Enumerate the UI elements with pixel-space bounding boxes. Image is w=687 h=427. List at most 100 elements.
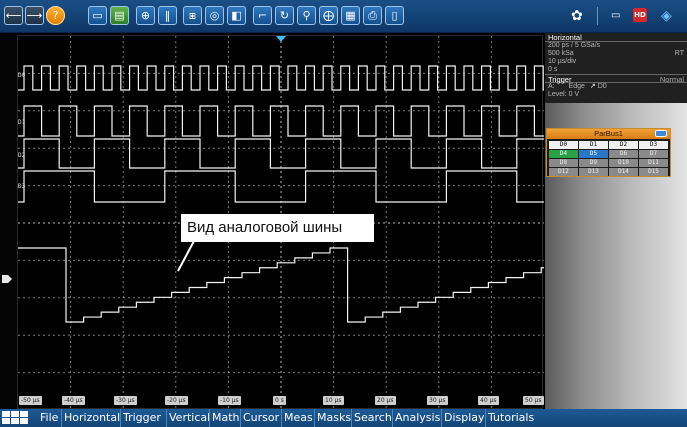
parbus-bit[interactable]: D9 xyxy=(579,159,608,167)
print-icon[interactable]: ⎙ xyxy=(363,6,382,25)
cursor-icon[interactable]: ‖ xyxy=(158,6,177,25)
menu-tutorials[interactable]: Tutorials xyxy=(485,409,534,427)
trigger-source: D0 xyxy=(597,83,607,90)
parbus-bit[interactable]: D4 xyxy=(549,150,578,158)
save-icon[interactable]: ▤ xyxy=(110,6,129,25)
menu-display[interactable]: Display xyxy=(441,409,485,427)
delete-icon[interactable]: ▯ xyxy=(385,6,404,25)
parbus-bit[interactable]: D0 xyxy=(549,141,578,149)
trigger-icon[interactable]: ⌐ xyxy=(253,6,272,25)
annotation-callout: Вид аналоговой шины xyxy=(181,214,374,242)
menu-search[interactable]: Search xyxy=(351,409,392,427)
parbus-bit[interactable]: D11 xyxy=(639,159,668,167)
time-tick: 30 µs xyxy=(427,396,448,405)
horizontal-record-row: 500 kSa RT xyxy=(545,50,687,58)
menu-file[interactable]: File xyxy=(40,411,59,424)
parbus-bit[interactable]: D8 xyxy=(549,159,578,167)
fft-icon[interactable]: ▦ xyxy=(341,6,360,25)
parbus-bit[interactable]: D6 xyxy=(609,150,638,158)
parbus-bit-grid: D0 D1 D2 D3 D4 D5 D6 D7 D8 D9 D10 D11 D1… xyxy=(549,141,668,176)
time-tick: 50 µs xyxy=(523,396,544,405)
parbus-bit[interactable]: D2 xyxy=(609,141,638,149)
parbus-bit[interactable]: D14 xyxy=(609,168,638,176)
help-icon[interactable]: ? xyxy=(46,6,65,25)
menu-meas[interactable]: Meas xyxy=(281,409,313,427)
menu-math[interactable]: Math xyxy=(209,409,240,427)
channel-label-d1: D1 xyxy=(18,119,26,126)
measure-icon[interactable]: ⧆ xyxy=(183,6,202,25)
parbus-bit[interactable]: D10 xyxy=(609,159,638,167)
parbus-bit[interactable]: D15 xyxy=(639,168,668,176)
folder-icon[interactable]: ▭ xyxy=(88,6,107,25)
menu-masks[interactable]: Masks xyxy=(314,409,351,427)
menu-horizontal[interactable]: Horizontal xyxy=(61,409,120,427)
channel-label-d0: D0 xyxy=(18,72,26,79)
horizontal-position: 0 s xyxy=(548,66,558,73)
parbus-title-bar: ParBus1 xyxy=(547,129,670,139)
menu-trigger[interactable]: Trigger xyxy=(120,409,161,427)
analog-bus-trace xyxy=(18,247,544,323)
keyboard-icon[interactable]: ▭ xyxy=(611,10,621,21)
horizontal-trigger-info[interactable]: Horizontal 200 ps / 5 GSa/s 500 kSa RT 1… xyxy=(545,33,687,103)
time-tick: -30 µs xyxy=(114,396,137,405)
parbus-bit[interactable]: D3 xyxy=(639,141,668,149)
parbus-bit[interactable]: D7 xyxy=(639,150,668,158)
trigger-header: Trigger xyxy=(548,75,572,84)
horizontal-resolution: 200 ps / 5 GSa/s xyxy=(548,42,601,49)
channel-marker-strip xyxy=(0,35,17,409)
callout-pointer xyxy=(177,240,195,272)
time-tick: -20 µs xyxy=(165,396,188,405)
back-icon[interactable]: ⟵ xyxy=(4,6,23,25)
horizontal-mode: RT xyxy=(674,50,684,57)
waveform-grid xyxy=(18,36,544,410)
math-icon[interactable]: ⨁ xyxy=(319,6,338,25)
channel-label-d2: D2 xyxy=(18,152,26,159)
trigger-source-row: A: Edge ↗ D0 xyxy=(545,83,687,91)
digital-trace-d3 xyxy=(18,170,544,203)
digital-trace-d2 xyxy=(18,138,544,169)
settings-icon[interactable]: ✿ xyxy=(571,8,583,24)
parbus-bit[interactable]: D12 xyxy=(549,168,578,176)
channel-label-d3: D3 xyxy=(18,183,26,190)
right-tools: ✿ ▭ HD ◈ xyxy=(557,0,687,33)
time-icon[interactable]: ↻ xyxy=(275,6,294,25)
time-tick: 0 s xyxy=(273,396,286,405)
menu-vertical[interactable]: Vertical xyxy=(166,409,210,427)
trigger-type: Edge xyxy=(568,83,585,90)
trigger-level: Level: 0 V xyxy=(548,91,580,98)
menu-bar: File Horizontal Trigger Vertical Math Cu… xyxy=(0,409,687,427)
forward-icon[interactable]: ⟶ xyxy=(25,6,44,25)
time-tick: -50 µs xyxy=(19,396,42,405)
logo-icon: ◈ xyxy=(661,8,672,24)
time-tick: -40 µs xyxy=(62,396,85,405)
waveform-display[interactable] xyxy=(17,35,544,410)
parbus-bit[interactable]: D5 xyxy=(579,150,608,158)
parbus-bit[interactable]: D13 xyxy=(579,168,608,176)
search-icon[interactable]: ◎ xyxy=(205,6,224,25)
rising-edge-icon: ↗ xyxy=(589,83,596,90)
parbus-close-icon[interactable] xyxy=(655,130,667,137)
time-tick: 40 µs xyxy=(478,396,499,405)
trigger-position-marker xyxy=(276,36,286,42)
trigger-mode: Normal xyxy=(659,75,684,84)
time-tick: 20 µs xyxy=(375,396,396,405)
parbus-panel[interactable]: ParBus1 D0 D1 D2 D3 D4 D5 D6 D7 D8 D9 D1… xyxy=(546,128,671,177)
apps-grid-icon[interactable] xyxy=(2,411,34,425)
horizontal-record: 500 kSa xyxy=(548,50,574,57)
digital-trace-d0 xyxy=(18,65,544,91)
parbus-title: ParBus1 xyxy=(594,129,623,138)
time-tick: -10 µs xyxy=(218,396,241,405)
toolbar-separator xyxy=(597,7,598,25)
menu-cursor[interactable]: Cursor xyxy=(240,409,279,427)
marker-icon[interactable]: ◧ xyxy=(227,6,246,25)
menu-analysis[interactable]: Analysis xyxy=(392,409,440,427)
probe-icon[interactable]: ⚲ xyxy=(297,6,316,25)
horizontal-scale: 10 µs/div xyxy=(548,58,577,65)
parbus-bit[interactable]: D1 xyxy=(579,141,608,149)
horizontal-header: Horizontal xyxy=(545,33,687,42)
time-tick: 10 µs xyxy=(323,396,344,405)
trigger-header-row: Trigger Normal xyxy=(545,74,687,84)
zoom-icon[interactable]: ⊕ xyxy=(136,6,155,25)
hd-icon[interactable]: HD xyxy=(633,8,647,22)
trigger-source-prefix: A: xyxy=(548,83,555,90)
